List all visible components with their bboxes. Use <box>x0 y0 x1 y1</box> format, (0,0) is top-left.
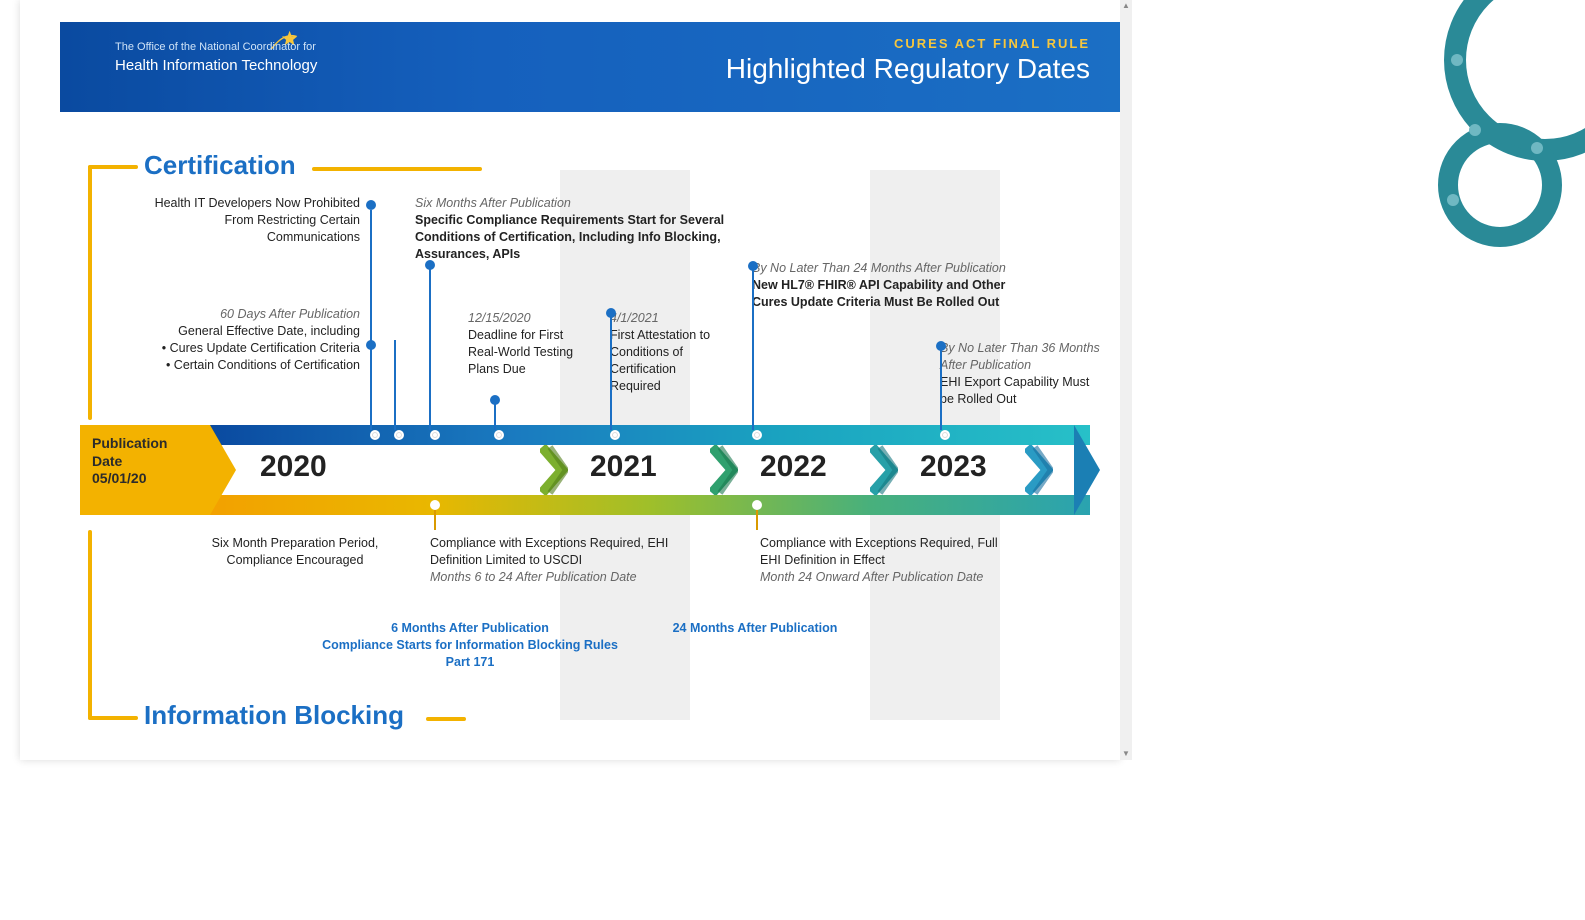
conn-n2 <box>394 340 396 430</box>
publication-date-block: Publication Date 05/01/20 <box>80 425 210 515</box>
timeline-arrowhead <box>1074 425 1100 515</box>
note-cert-7: By No Later Than 36 Months After Publica… <box>940 340 1100 408</box>
scrollbar[interactable]: ▲ ▼ <box>1120 0 1132 760</box>
decorative-circles <box>1275 0 1585 260</box>
scroll-up-icon[interactable]: ▲ <box>1120 0 1132 12</box>
section-title-certification: Certification <box>144 150 296 181</box>
conn-ib-2 <box>434 510 436 530</box>
dot-top-4 <box>494 430 504 440</box>
callout-6months: 6 Months After Publication Compliance St… <box>310 620 630 671</box>
year-2021: 2021 <box>590 450 657 484</box>
pub-label-2: Date <box>92 453 202 471</box>
chevron-3 <box>870 445 898 495</box>
dot-n2 <box>366 340 376 350</box>
dot-top-6 <box>752 430 762 440</box>
conn-n5 <box>610 316 612 430</box>
conn-n6 <box>752 269 754 430</box>
title-rule-bottom <box>426 717 466 721</box>
note-ib-1-body: Six Month Preparation Period, Compliance… <box>200 535 390 569</box>
note-cert-4-sub: 12/15/2020 <box>468 310 588 327</box>
slide-frame: ▲ ▼ The Office of the National Coordinat… <box>20 0 1120 760</box>
note-ib-3-sub: Month 24 Onward After Publication Date <box>760 569 1010 586</box>
note-cert-3-body: Specific Compliance Requirements Start f… <box>415 212 775 263</box>
pub-label-1: Publication <box>92 435 202 453</box>
chevron-4 <box>1025 445 1053 495</box>
dot-top-3 <box>430 430 440 440</box>
note-ib-3: Compliance with Exceptions Required, Ful… <box>760 535 1010 586</box>
dot-bot-1 <box>430 500 440 510</box>
note-cert-7-sub: By No Later Than 36 Months After Publica… <box>940 340 1100 374</box>
callout-6months-b: Compliance Starts for Information Blocki… <box>310 637 630 671</box>
note-cert-5: 4/1/2021 First Attestation to Conditions… <box>610 310 730 394</box>
note-cert-3-sub: Six Months After Publication <box>415 195 775 212</box>
conn-n1 <box>370 210 372 430</box>
pub-date: 05/01/20 <box>92 470 202 488</box>
note-cert-2: 60 Days After Publication General Effect… <box>125 306 360 374</box>
conn-ib-3 <box>756 510 758 530</box>
timeline-bottom-band <box>210 495 1090 515</box>
dot-top-1 <box>370 430 380 440</box>
bracket-bottom-left-v <box>88 530 92 720</box>
conn-n7 <box>940 349 942 430</box>
dot-top-2 <box>394 430 404 440</box>
conn-n4 <box>494 403 496 430</box>
note-cert-6: By No Later Than 24 Months After Publica… <box>752 260 1042 311</box>
note-cert-1-body: Health IT Developers Now Prohibited From… <box>155 196 360 244</box>
dot-bot-2 <box>752 500 762 510</box>
note-ib-2: Compliance with Exceptions Required, EHI… <box>430 535 680 586</box>
onc-line2: Health Information Technology <box>115 55 317 76</box>
note-cert-5-sub: 4/1/2021 <box>610 310 730 327</box>
title-rule-top <box>312 167 482 171</box>
banner-titles: CURES ACT FINAL RULE Highlighted Regulat… <box>726 36 1090 85</box>
scroll-down-icon[interactable]: ▼ <box>1120 748 1132 760</box>
onc-line1: The Office of the National Coordinator f… <box>115 40 317 55</box>
chevron-1 <box>540 445 568 495</box>
note-cert-7-body: EHI Export Capability Must be Rolled Out <box>940 374 1100 408</box>
dot-top-7 <box>940 430 950 440</box>
dot-n1 <box>366 200 376 210</box>
chevron-2 <box>710 445 738 495</box>
year-2023: 2023 <box>920 450 987 484</box>
note-cert-6-sub: By No Later Than 24 Months After Publica… <box>752 260 1042 277</box>
header-banner: The Office of the National Coordinator f… <box>60 22 1120 112</box>
note-ib-3-body: Compliance with Exceptions Required, Ful… <box>760 535 1010 569</box>
note-ib-2-body: Compliance with Exceptions Required, EHI… <box>430 535 680 569</box>
onc-brand: The Office of the National Coordinator f… <box>115 40 317 76</box>
note-ib-1: Six Month Preparation Period, Compliance… <box>200 535 390 569</box>
bracket-bottom-left-h <box>88 716 138 720</box>
banner-eyebrow: CURES ACT FINAL RULE <box>726 36 1090 51</box>
note-cert-2-sub: 60 Days After Publication <box>125 306 360 323</box>
section-title-info-blocking: Information Blocking <box>144 700 404 731</box>
note-cert-5-body: First Attestation to Conditions of Certi… <box>610 327 730 395</box>
callout-6months-a: 6 Months After Publication <box>310 620 630 637</box>
banner-title: Highlighted Regulatory Dates <box>726 53 1090 85</box>
note-cert-1: Health IT Developers Now Prohibited From… <box>140 195 360 246</box>
note-cert-4-body: Deadline for First Real-World Testing Pl… <box>468 327 588 378</box>
conn-n3 <box>429 268 431 430</box>
bracket-top-left-v <box>88 165 92 420</box>
note-cert-2-body: General Effective Date, including • Cure… <box>125 323 360 374</box>
callout-24months: 24 Months After Publication <box>640 620 870 637</box>
timeline-arrow: Publication Date 05/01/20 2020 2021 2022… <box>80 425 1090 515</box>
note-cert-4: 12/15/2020 Deadline for First Real-World… <box>468 310 588 378</box>
dot-top-5 <box>610 430 620 440</box>
callout-24months-text: 24 Months After Publication <box>640 620 870 637</box>
note-cert-3: Six Months After Publication Specific Co… <box>415 195 775 263</box>
bracket-top-left-h <box>88 165 138 169</box>
note-ib-2-sub: Months 6 to 24 After Publication Date <box>430 569 680 586</box>
year-2020: 2020 <box>260 450 327 484</box>
timeline-top-band <box>210 425 1090 445</box>
year-2022: 2022 <box>760 450 827 484</box>
note-cert-6-body: New HL7® FHIR® API Capability and Other … <box>752 277 1042 311</box>
